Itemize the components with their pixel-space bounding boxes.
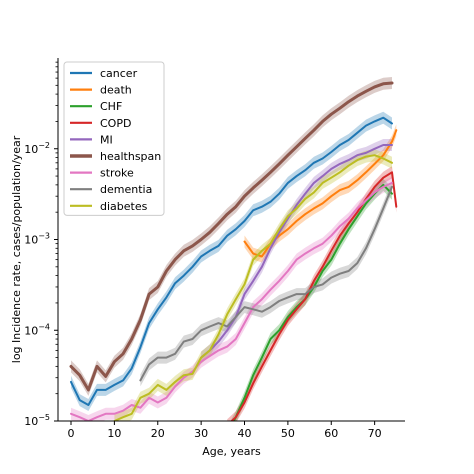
legend-label-mi: MI xyxy=(100,133,113,146)
stroke-band xyxy=(71,176,392,421)
legend-label-healthspan: healthspan xyxy=(100,150,161,163)
x-tick-label: 70 xyxy=(368,427,382,440)
y-tick-label: 10−3 xyxy=(24,232,50,247)
y-tick-label: 10−2 xyxy=(24,141,50,156)
x-tick-label: 0 xyxy=(68,427,75,440)
x-tick-label: 20 xyxy=(151,427,165,440)
y-axis-label: log Incidence rate, cases/population/yea… xyxy=(10,135,23,363)
axes: 0 10 20 30 40 50 60 70 10−5 10−4 10−3 10−2 Age, year… xyxy=(10,58,405,458)
x-tick-label: 10 xyxy=(107,427,121,440)
chf-line xyxy=(232,183,393,421)
copd-band xyxy=(227,166,397,421)
legend-label-stroke: stroke xyxy=(100,167,134,180)
legend-label-copd: COPD xyxy=(100,117,131,130)
series-lines xyxy=(69,81,398,421)
legend-label-cancer: cancer xyxy=(100,67,138,80)
dementia-line xyxy=(139,185,393,382)
x-tick-label: 30 xyxy=(194,427,208,440)
y-tick-label: 10−5 xyxy=(24,413,50,428)
y-tick-label: 10−4 xyxy=(24,322,50,337)
diabetes-band xyxy=(114,149,392,421)
x-axis-label: Age, years xyxy=(202,445,261,458)
legend-label-chf: CHF xyxy=(100,100,122,113)
legend: cancer death CHF COPD MI healthspan stroke deme… xyxy=(63,61,165,216)
legend-box xyxy=(63,61,165,216)
x-tick-label: 60 xyxy=(324,427,338,440)
x-tick-label: 40 xyxy=(238,427,252,440)
legend-label-diabetes: diabetes xyxy=(100,200,148,213)
x-tick-label: 50 xyxy=(281,427,295,440)
healthspan-line xyxy=(69,81,394,392)
stroke-line xyxy=(70,181,393,421)
dementia-band xyxy=(140,180,392,387)
legend-label-death: death xyxy=(100,84,132,97)
cancer-line xyxy=(70,116,393,406)
mi-band xyxy=(201,139,392,364)
legend-label-dementia: dementia xyxy=(100,183,152,196)
